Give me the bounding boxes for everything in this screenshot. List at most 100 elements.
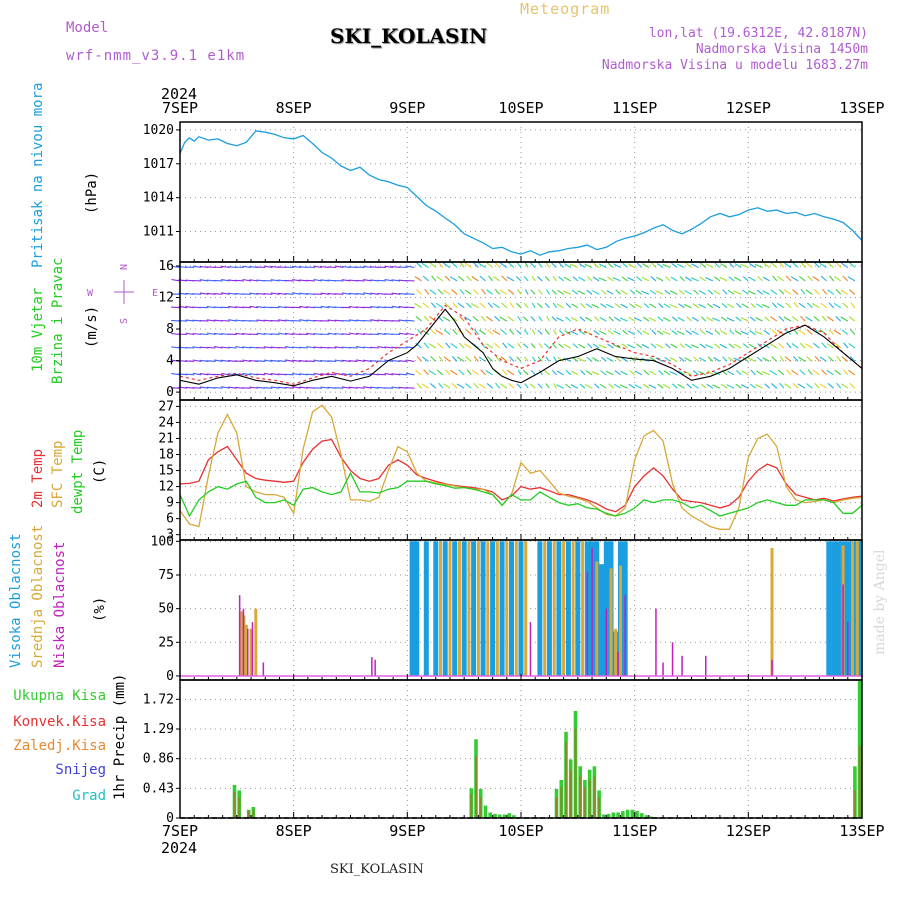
wind-arrow-608	[598, 277, 607, 282]
wind-arrow-62	[214, 359, 223, 362]
wind-arrow-83	[227, 346, 237, 349]
lonlat-text: lon,lat (19.6312E, 42.8187N)	[648, 26, 868, 41]
wind-arrow-102	[242, 359, 252, 362]
wind-arrow-644	[627, 330, 635, 335]
wind-arrow-940	[841, 383, 849, 389]
wind-arrow-905	[813, 315, 820, 322]
wind-arrow-614	[607, 329, 614, 335]
wind-arrow-410	[465, 383, 472, 389]
wind-arrow-586	[585, 303, 593, 309]
wind-arrow-592	[592, 357, 600, 362]
wind-arrow-387	[442, 289, 451, 295]
wind-arrow-924	[828, 329, 834, 335]
ytick-label-precip-0: 0	[166, 811, 174, 826]
wind-arrow-577	[577, 290, 586, 295]
wind-arrow-554	[564, 330, 571, 335]
wind-arrow-797	[733, 290, 742, 295]
wind-arrow-80	[228, 386, 237, 389]
wind-arrow-762	[713, 357, 721, 362]
wind-arrow-884	[798, 329, 806, 335]
wind-arrow-492	[524, 356, 529, 362]
wind-arrow-550	[565, 383, 572, 389]
wind-arrow-882	[798, 356, 806, 362]
wind-arrow-94	[235, 332, 244, 336]
wind-arrow-346	[414, 303, 422, 309]
wind-arrow-675	[648, 317, 657, 322]
wind-arrow-801	[741, 370, 749, 376]
wind-arrow-601	[600, 370, 607, 376]
wind-arrow-778	[719, 276, 728, 282]
xtick-top-5: 12SEP	[726, 99, 771, 117]
wind-arrow-510	[537, 383, 543, 389]
ytick-label-cloud-2: 50	[158, 602, 174, 617]
wind-arrow-386	[444, 302, 451, 309]
wind-arrow-933	[834, 342, 842, 349]
wind-arrow-711	[678, 370, 685, 376]
wind-arrow-471	[507, 369, 515, 376]
wind-arrow-700	[671, 383, 678, 389]
wind-arrow-744	[700, 329, 707, 335]
wind-arrow-463	[502, 342, 508, 349]
wind-arrow-497	[524, 289, 529, 295]
temp-ylabel-2: dewpt Temp	[70, 430, 86, 514]
wind-arrow-493	[522, 343, 529, 349]
wind-arrow-878	[790, 276, 799, 282]
wind-arrow-812	[747, 357, 756, 362]
wind-gust-line	[179, 304, 863, 385]
wind-arrow-480	[516, 383, 522, 389]
precip-total-bar-33	[644, 815, 649, 818]
precip-total-bar-13	[512, 815, 516, 818]
wind-arrow-696	[663, 303, 671, 309]
wind-arrow-817	[747, 290, 756, 295]
wind-arrow-130	[263, 387, 273, 389]
cloud-low-bar-20	[847, 622, 849, 676]
wind-arrow-680	[657, 383, 664, 389]
precip-total-bar-26	[611, 812, 616, 818]
wind-arrow-629	[613, 263, 621, 268]
wind-arrow-575	[579, 316, 586, 322]
wind-arrow-25	[185, 319, 195, 322]
wind-arrow-445	[485, 316, 493, 322]
ytick-label-temperature-6: 21	[158, 431, 174, 446]
wind-arrow-428	[471, 276, 479, 282]
precip-total-bar-7	[483, 805, 488, 818]
wind-arrow-791	[736, 369, 742, 376]
wind-arrow-794	[734, 330, 742, 335]
wind-arrow-580	[585, 384, 593, 389]
wind-arrow-118	[249, 279, 259, 282]
wind-arrow-649	[627, 263, 635, 268]
wind-arrow-954	[850, 329, 856, 335]
wind-arrow-687	[655, 290, 664, 295]
wind-arrow-825	[755, 317, 763, 322]
ytick-label-pressure-0: 1011	[143, 225, 174, 240]
wind-arrow-835	[764, 316, 770, 322]
ytick-label-temperature-1: 6	[166, 512, 174, 527]
wind-arrow-831	[761, 370, 770, 376]
pressure-unit: (hPa)	[84, 172, 100, 214]
wind-arrow-918	[820, 275, 827, 282]
precip-conv-bar-18	[858, 745, 861, 818]
wind-arrow-436	[479, 302, 486, 309]
wind-arrow-627	[615, 289, 621, 295]
wind-arrow-668	[641, 276, 650, 282]
wind-arrow-29	[185, 266, 195, 269]
wind-arrow-637	[620, 290, 628, 295]
wind-arrow-788	[728, 276, 735, 282]
wind-arrow-221	[327, 373, 337, 376]
wind-arrow-798	[734, 276, 742, 282]
wind-arrow-186	[299, 305, 308, 309]
wind-arrow-247	[341, 292, 351, 295]
wind-arrow-808	[742, 276, 749, 282]
wind-arrow-435	[480, 315, 486, 322]
ytick-label-pressure-2: 1017	[143, 157, 174, 172]
wind-arrow-559	[564, 263, 571, 268]
wind-arrow-807	[742, 289, 749, 295]
wind-arrow-902	[814, 355, 820, 362]
wind-arrow-153	[277, 346, 287, 349]
wind-arrow-625	[614, 316, 621, 322]
wind-arrow-185	[299, 319, 308, 322]
wind-arrow-456	[492, 302, 501, 309]
wind-arrow-836	[761, 303, 770, 309]
wind-arrow-348	[414, 276, 422, 282]
wind-arrow-885	[800, 315, 806, 322]
